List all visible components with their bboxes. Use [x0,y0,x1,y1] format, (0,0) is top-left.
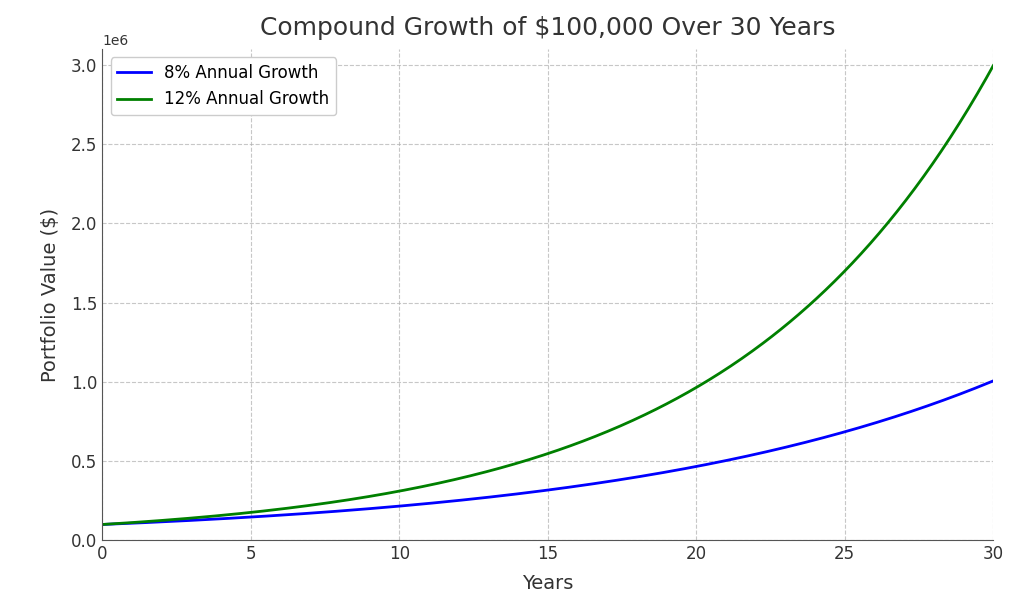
12% Annual Growth [519,457,531,464]
8% Annual Growth [627,474,639,481]
Title: Compound Growth of $100,000 Over 30 Years: Compound Growth of $100,000 Over 30 Year… [260,16,836,41]
8% Annual Growth [966,386,978,393]
12% Annual Growth [987,62,999,69]
12% Annual Growth [524,456,537,463]
8% Annual Growth [96,521,109,528]
8% Annual Growth [987,377,999,384]
Y-axis label: Portfolio Value ($): Portfolio Value ($) [41,208,60,382]
Line: 8% Annual Growth: 8% Annual Growth [102,381,993,524]
8% Annual Growth [579,481,591,489]
12% Annual Growth [627,417,639,424]
8% Annual Growth [519,489,531,497]
12% Annual Growth [579,437,591,445]
12% Annual Growth [966,99,978,107]
X-axis label: Years: Years [522,574,573,593]
8% Annual Growth [524,489,537,496]
12% Annual Growth [96,521,109,528]
8% Annual Growth [826,432,839,439]
12% Annual Growth [826,279,839,287]
Legend: 8% Annual Growth, 12% Annual Growth: 8% Annual Growth, 12% Annual Growth [111,58,336,115]
Line: 12% Annual Growth: 12% Annual Growth [102,66,993,524]
